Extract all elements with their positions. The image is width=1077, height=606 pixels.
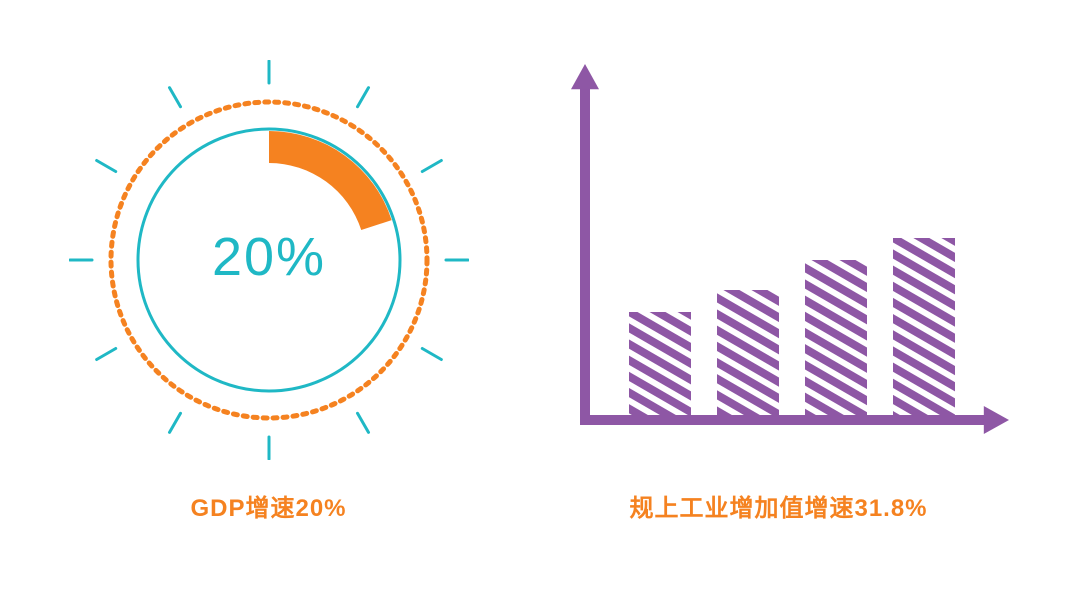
industry-bar-panel: 规上工业增加值增速31.8%: [549, 60, 1009, 523]
radial-gauge: 20%: [69, 60, 469, 460]
industry-caption: 规上工业增加值增速31.8%: [629, 488, 927, 523]
bar-4: [893, 238, 955, 420]
bar-chart: [549, 60, 1009, 460]
bar-3: [805, 260, 867, 420]
gauge-percent-label: 20%: [211, 227, 325, 287]
gdp-caption: GDP增速20%: [190, 488, 346, 523]
bar-1: [629, 312, 691, 420]
bar-2: [717, 290, 779, 420]
gdp-gauge-panel: 20% GDP增速20%: [69, 60, 469, 523]
